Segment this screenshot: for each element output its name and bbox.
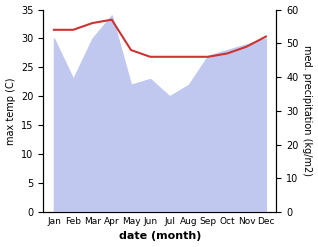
Y-axis label: max temp (C): max temp (C): [5, 77, 16, 144]
Y-axis label: med. precipitation (kg/m2): med. precipitation (kg/m2): [302, 45, 313, 176]
X-axis label: date (month): date (month): [119, 231, 201, 242]
